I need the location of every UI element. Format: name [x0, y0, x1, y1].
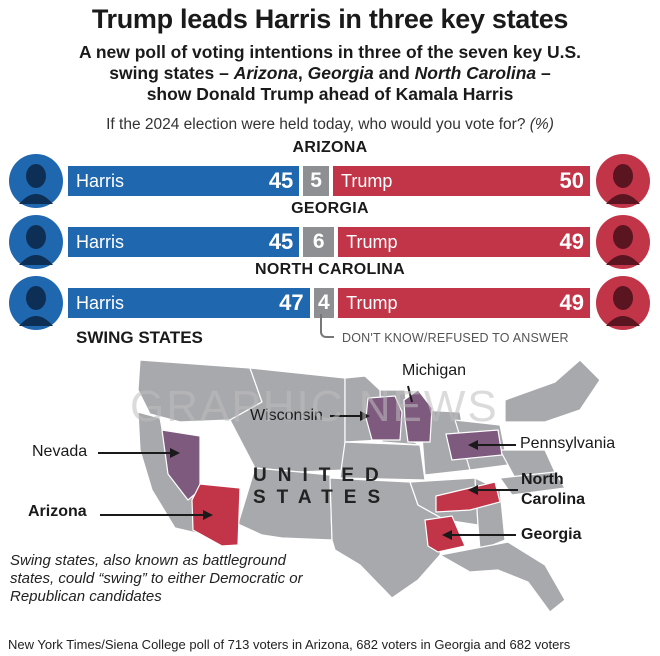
label-wisconsin: Wisconsin [250, 407, 323, 424]
map-plains-mid [339, 441, 426, 481]
state-name-1: GEORGIA [291, 200, 369, 217]
country-label-line-1: UNITED [253, 465, 390, 486]
pointer-nevada-arrow [170, 448, 180, 458]
undecided-label: DON'T KNOW/REFUSED TO ANSWER [342, 331, 569, 345]
harris-label-1: Harris [76, 232, 124, 252]
harris-bar-2: Harris 47 [68, 288, 310, 318]
trump-bar-0: Trump 50 [333, 166, 590, 196]
trump-value-0: 50 [559, 168, 584, 193]
subtitle: A new poll of voting intentions in three… [40, 42, 620, 105]
watermark: GRAPHIC NEWS [130, 382, 499, 431]
label-north-carolina: North Carolina [521, 471, 586, 508]
harris-value-2: 47 [279, 290, 304, 315]
undecided-pointer [320, 314, 334, 338]
map-southwest [237, 467, 333, 541]
subtitle-line-2: swing states – Arizona, Georgia and Nort… [109, 63, 551, 83]
source-note: New York Times/Siena College poll of 713… [8, 637, 571, 652]
map-florida [439, 541, 566, 613]
harris-avatar-1 [9, 215, 63, 269]
us-map [98, 359, 601, 613]
subtitle-line-3: show Donald Trump ahead of Kamala Harris [146, 84, 514, 104]
harris-value-0: 45 [268, 168, 294, 193]
trump-value-1: 49 [559, 229, 584, 254]
trump-value-2: 49 [559, 290, 584, 315]
label-michigan: Michigan [402, 362, 467, 379]
pointer-arizona-arrow [203, 510, 213, 520]
undecided-bar-2: 4 [313, 288, 335, 318]
swing-states-heading: SWING STATES [76, 328, 203, 347]
label-nevada: Nevada [32, 443, 88, 460]
state-name-2: NORTH CAROLINA [255, 261, 405, 278]
trump-avatar-0 [596, 154, 650, 208]
map-michigan [403, 389, 433, 443]
pointer-north-carolina-arrow [468, 485, 478, 495]
trump-label-0: Trump [341, 171, 393, 191]
harris-value-1: 45 [268, 229, 294, 254]
poll-question: If the 2024 election were held today, wh… [106, 116, 554, 133]
pointer-wisconsin-arrow [360, 411, 370, 421]
harris-label-0: Harris [76, 171, 124, 191]
harris-label-2: Harris [76, 293, 124, 313]
trump-bar-1: Trump 49 [338, 227, 590, 257]
pointer-pennsylvania-arrow [468, 440, 478, 450]
map-arizona [191, 483, 241, 547]
undecided-bar-1: 6 [303, 227, 335, 257]
harris-bar-1: Harris 45 [68, 227, 300, 257]
label-georgia: Georgia [521, 526, 582, 543]
swing-states-note: Swing states, also known as battleground… [10, 552, 303, 605]
trump-label-1: Trump [346, 232, 398, 252]
trump-avatar-1 [596, 215, 650, 269]
harris-avatar-2 [9, 276, 63, 330]
harris-avatar-0 [9, 154, 63, 208]
page-title: Trump leads Harris in three key states [91, 4, 569, 34]
trump-avatar-2 [596, 276, 650, 330]
label-arizona: Arizona [28, 503, 87, 520]
undecided-bar-0: 5 [303, 166, 329, 196]
trump-bar-2: Trump 49 [338, 288, 590, 318]
pointer-michigan [407, 385, 413, 403]
label-pennsylvania: Pennsylvania [520, 435, 616, 452]
subtitle-line-1: A new poll of voting intentions in three… [78, 42, 582, 62]
harris-bar-0: Harris 45 [68, 166, 300, 196]
trump-label-2: Trump [346, 293, 398, 313]
map-northeast [504, 359, 601, 423]
state-name-0: ARIZONA [292, 139, 368, 156]
pointer-georgia-arrow [442, 530, 452, 540]
country-label-line-2: STATES [253, 487, 392, 508]
